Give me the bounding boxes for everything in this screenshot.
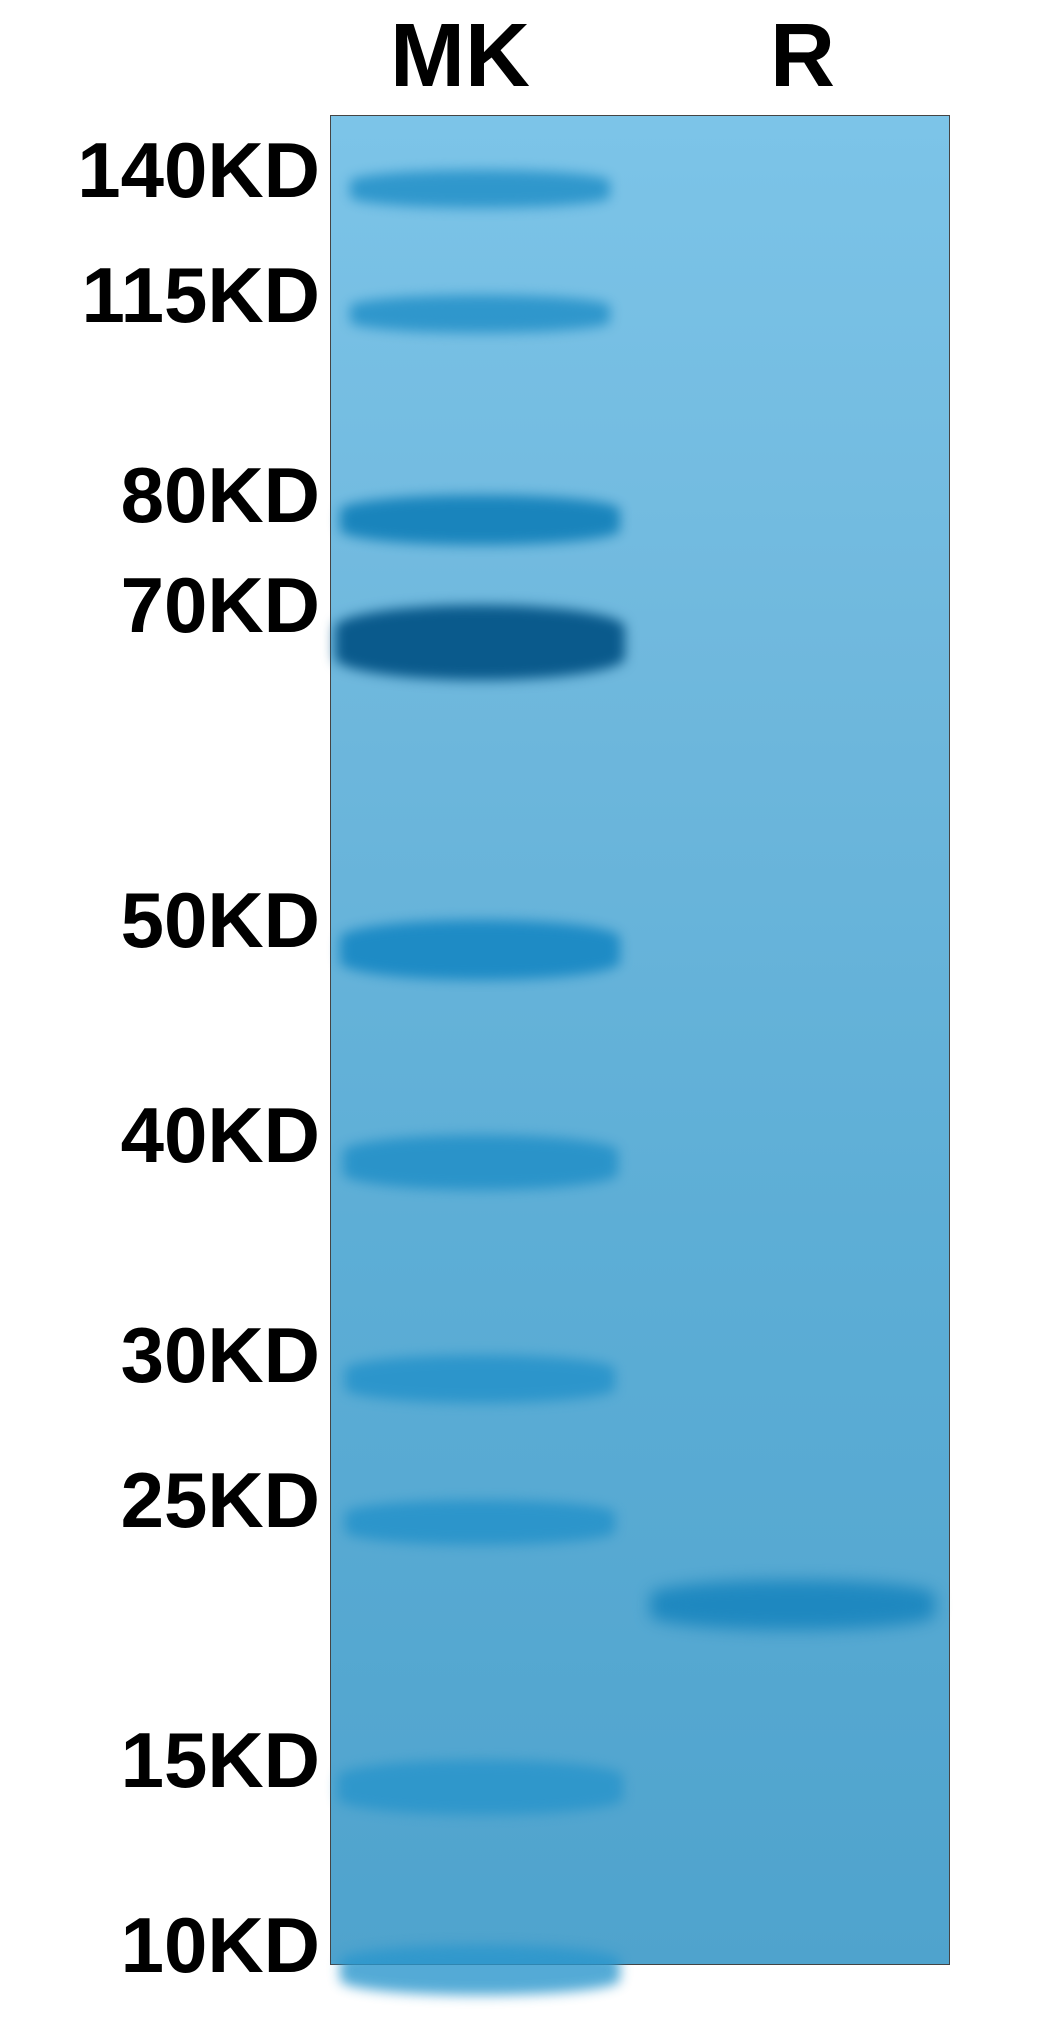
mw-label-10kd: 10KD (121, 1900, 320, 1991)
gel-image-container: MK R 140KD 115KD 80KD 70KD 50KD 40KD 30K… (0, 0, 1048, 2027)
mw-label-25kd: 25KD (121, 1455, 320, 1546)
mw-label-50kd: 50KD (121, 875, 320, 966)
mw-label-30kd: 30KD (121, 1310, 320, 1401)
gel-background (330, 115, 950, 1965)
sample-lane-label: R (770, 5, 835, 108)
marker-band-80kd (340, 495, 620, 545)
marker-band-25kd (345, 1500, 615, 1545)
mw-label-140kd: 140KD (77, 125, 320, 216)
marker-lane-label: MK (390, 5, 530, 108)
marker-band-70kd (335, 605, 625, 680)
mw-label-70kd: 70KD (121, 560, 320, 651)
marker-band-30kd (345, 1355, 615, 1403)
mw-label-80kd: 80KD (121, 450, 320, 541)
marker-band-40kd (343, 1135, 618, 1190)
marker-band-50kd (340, 920, 620, 980)
mw-label-115kd: 115KD (82, 250, 321, 341)
sample-band (650, 1580, 935, 1630)
marker-band-140kd (350, 170, 610, 208)
marker-band-115kd (350, 295, 610, 333)
marker-band-15kd (338, 1760, 623, 1815)
marker-band-10kd (340, 1945, 620, 1995)
mw-label-15kd: 15KD (121, 1715, 320, 1806)
mw-label-40kd: 40KD (121, 1090, 320, 1181)
